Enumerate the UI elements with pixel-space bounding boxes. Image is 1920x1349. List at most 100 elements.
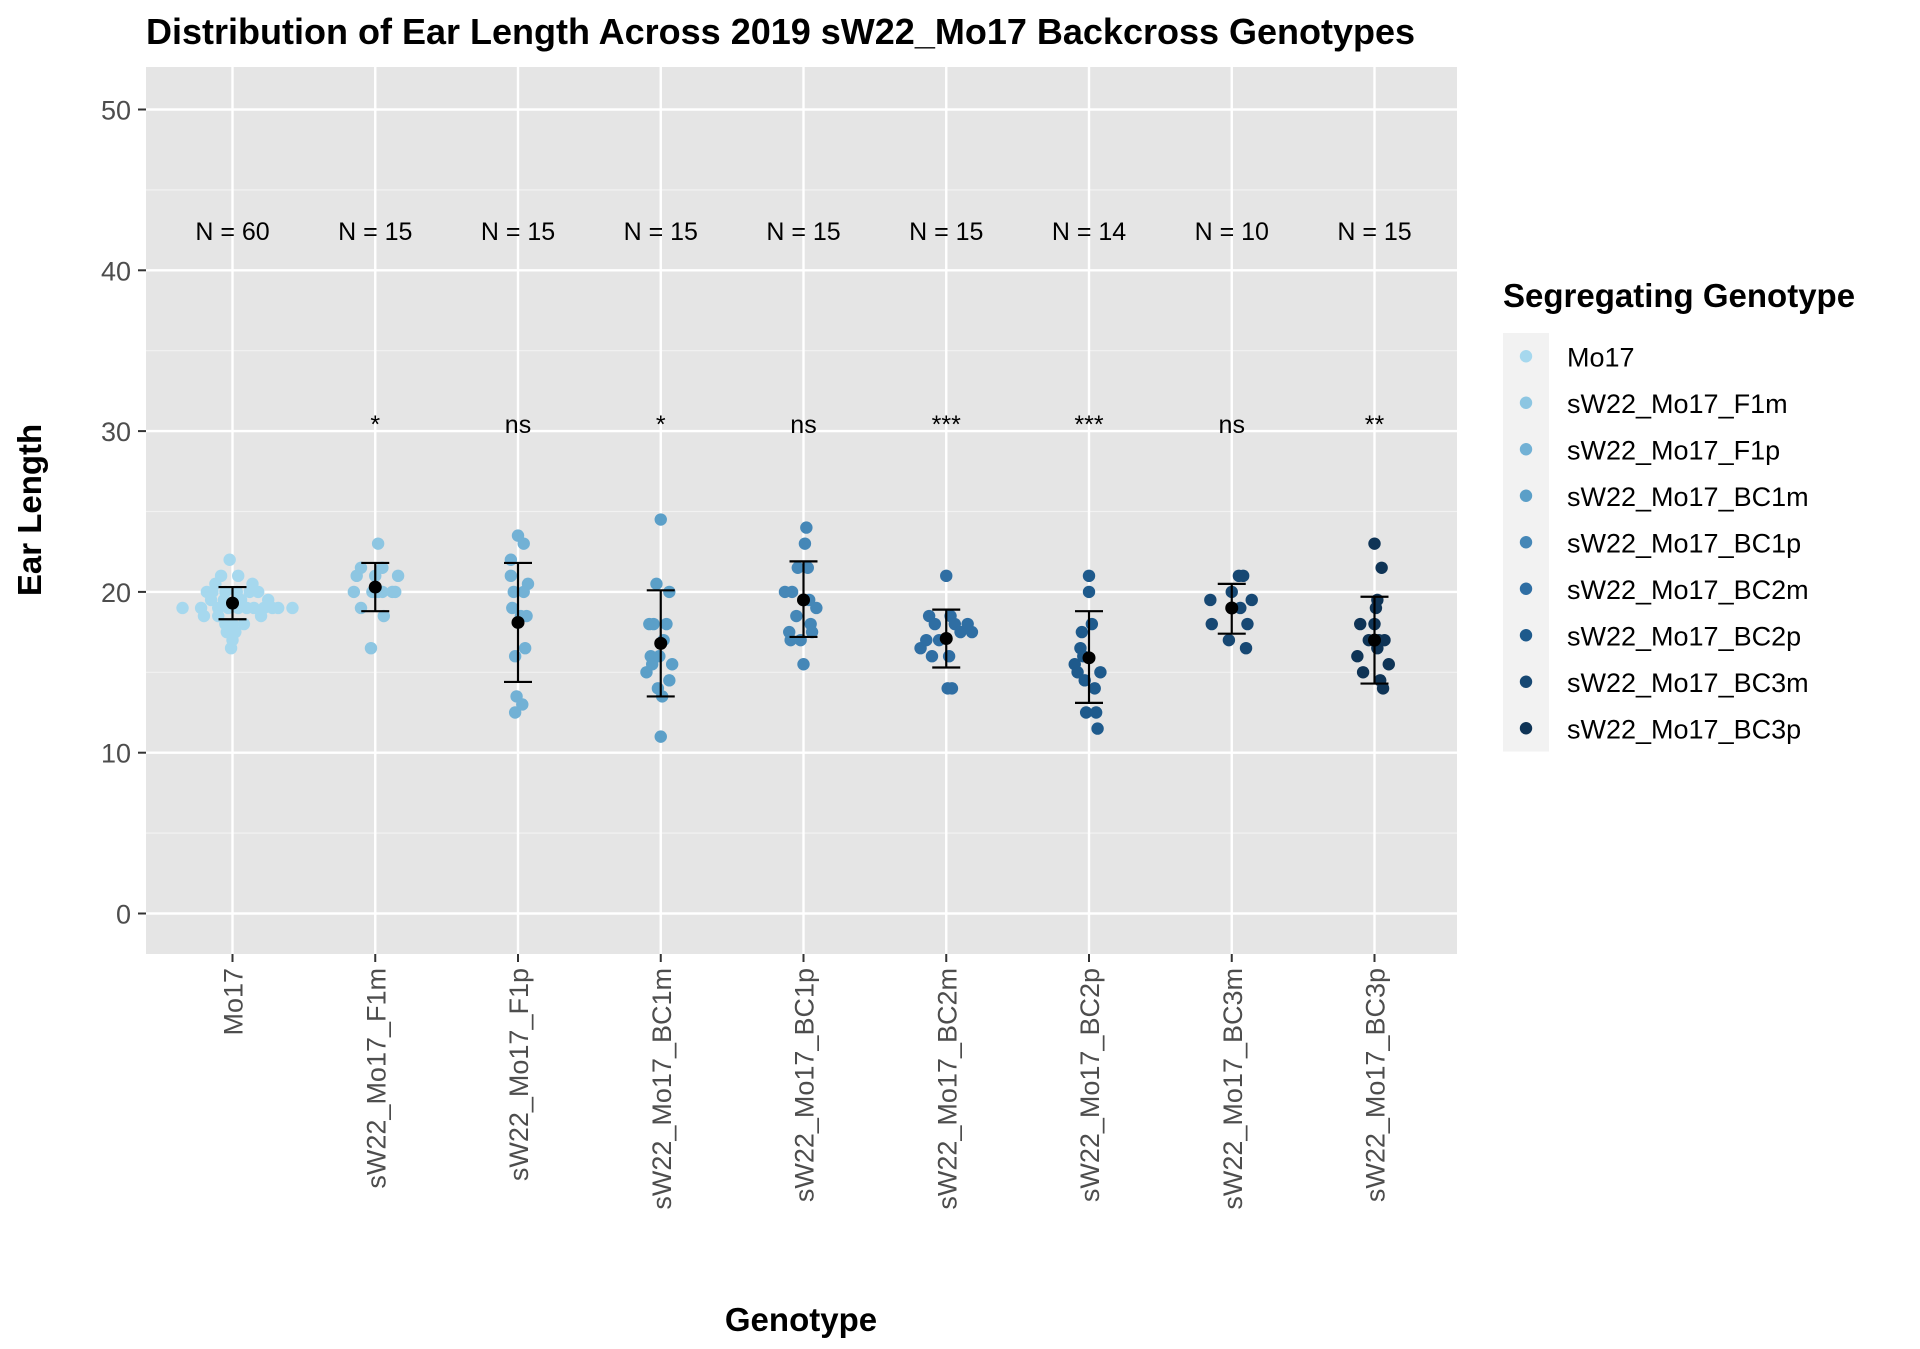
mean-point: [511, 615, 525, 629]
x-tick-label: sW22_Mo17_BC1m: [647, 968, 677, 1210]
data-point: [1378, 633, 1391, 647]
data-point: [663, 674, 676, 687]
data-point: [810, 601, 823, 615]
data-point: [1082, 585, 1096, 599]
legend-key: [1519, 350, 1533, 363]
significance-label: ***: [932, 411, 961, 439]
data-point: [1354, 617, 1367, 631]
data-point: [1079, 706, 1093, 719]
x-tick-label: Mo17: [219, 968, 249, 1036]
significance-label: ns: [505, 411, 531, 439]
y-axis: 0 10 20 30 40 50: [101, 96, 146, 930]
legend-label: Mo17: [1567, 342, 1635, 372]
mean-point: [797, 593, 810, 607]
legend-label: sW22_Mo17_BC3p: [1567, 714, 1801, 744]
data-point: [197, 609, 211, 623]
data-point: [647, 617, 660, 631]
n-label: N = 15: [909, 218, 983, 246]
data-point: [1371, 593, 1384, 607]
data-point: [663, 585, 676, 599]
data-point: [364, 641, 378, 655]
data-point: [797, 658, 810, 671]
data-point: [223, 553, 236, 566]
legend-label: sW22_Mo17_F1p: [1567, 435, 1780, 465]
significance-label: ns: [1219, 411, 1245, 439]
data-point: [1375, 561, 1388, 574]
mean-point: [654, 636, 668, 650]
y-tick-label: 0: [116, 900, 131, 930]
y-axis-title: Ear Length: [11, 424, 48, 596]
data-point: [237, 617, 251, 631]
data-point: [521, 577, 535, 591]
x-tick-label: sW22_Mo17_BC3m: [1218, 968, 1248, 1210]
data-point: [785, 585, 799, 599]
data-point: [371, 537, 385, 550]
n-label: N = 10: [1195, 218, 1269, 246]
data-point: [1078, 674, 1091, 687]
data-point: [391, 569, 405, 583]
data-point: [251, 585, 265, 599]
data-point: [1236, 569, 1250, 583]
n-label: N = 15: [481, 218, 555, 246]
data-point: [800, 521, 813, 534]
data-point: [942, 650, 956, 663]
mean-point: [368, 580, 382, 594]
legend: Segregating Genotype Mo17 sW22_Mo17_F1m sW…: [1503, 277, 1855, 752]
data-point: [214, 569, 228, 583]
n-label: N = 15: [1337, 218, 1411, 246]
chart-title: Distribution of Ear Length Across 2019 s…: [146, 11, 1415, 52]
y-tick-label: 40: [101, 256, 131, 286]
legend-key: [1519, 582, 1533, 595]
significance-label: *: [370, 411, 380, 439]
legend-label: sW22_Mo17_BC3m: [1567, 668, 1809, 698]
data-point: [232, 569, 245, 583]
data-point: [347, 585, 361, 599]
legend-key: [1519, 722, 1533, 735]
data-point: [790, 609, 803, 623]
legend-label: sW22_Mo17_BC1m: [1567, 482, 1809, 512]
legend-key: [1519, 629, 1533, 642]
mean-point: [1368, 633, 1381, 647]
data-point: [660, 617, 673, 631]
data-point: [805, 625, 819, 639]
data-point: [654, 513, 667, 526]
data-point: [1071, 666, 1084, 679]
legend-label: sW22_Mo17_BC2p: [1567, 621, 1801, 651]
data-point: [507, 585, 520, 599]
data-point: [645, 658, 659, 671]
data-point: [508, 706, 522, 719]
data-point: [1091, 722, 1104, 735]
data-point: [1088, 682, 1101, 695]
data-point: [801, 561, 814, 574]
n-label: N = 60: [195, 218, 269, 246]
data-point: [791, 561, 804, 574]
y-tick-label: 10: [101, 739, 131, 769]
data-point: [376, 561, 389, 574]
legend-label: sW22_Mo17_F1m: [1567, 389, 1788, 419]
n-label: N = 15: [338, 218, 412, 246]
x-tick-label: sW22_Mo17_F1p: [504, 968, 534, 1181]
x-tick-label: sW22_Mo17_BC3p: [1361, 968, 1391, 1202]
annotations: N = 60 N = 15 N = 15 N = 15 N = 15 N = 15 N = …: [195, 218, 1411, 439]
data-point: [665, 658, 679, 671]
data-point: [1368, 537, 1381, 550]
significance-label: ns: [790, 411, 816, 439]
y-tick-label: 50: [101, 96, 131, 126]
data-point: [925, 650, 939, 663]
data-point: [650, 577, 663, 591]
data-point: [1082, 569, 1096, 583]
data-point: [176, 601, 189, 615]
data-point: [1245, 593, 1258, 607]
data-point: [1241, 617, 1254, 631]
legend-key: [1519, 443, 1533, 456]
data-point: [271, 601, 285, 615]
mean-point: [1082, 651, 1096, 665]
x-tick-label: sW22_Mo17_BC1p: [790, 968, 820, 1202]
x-tick-label: sW22_Mo17_BC2m: [932, 968, 962, 1210]
data-point: [1089, 706, 1103, 719]
n-label: N = 14: [1052, 218, 1126, 246]
legend-items: Mo17 sW22_Mo17_F1m sW22_Mo17_F1p sW22_Mo17_…: [1503, 333, 1809, 752]
data-point: [504, 569, 518, 583]
legend-key: [1519, 536, 1533, 549]
y-tick-label: 30: [101, 417, 131, 447]
